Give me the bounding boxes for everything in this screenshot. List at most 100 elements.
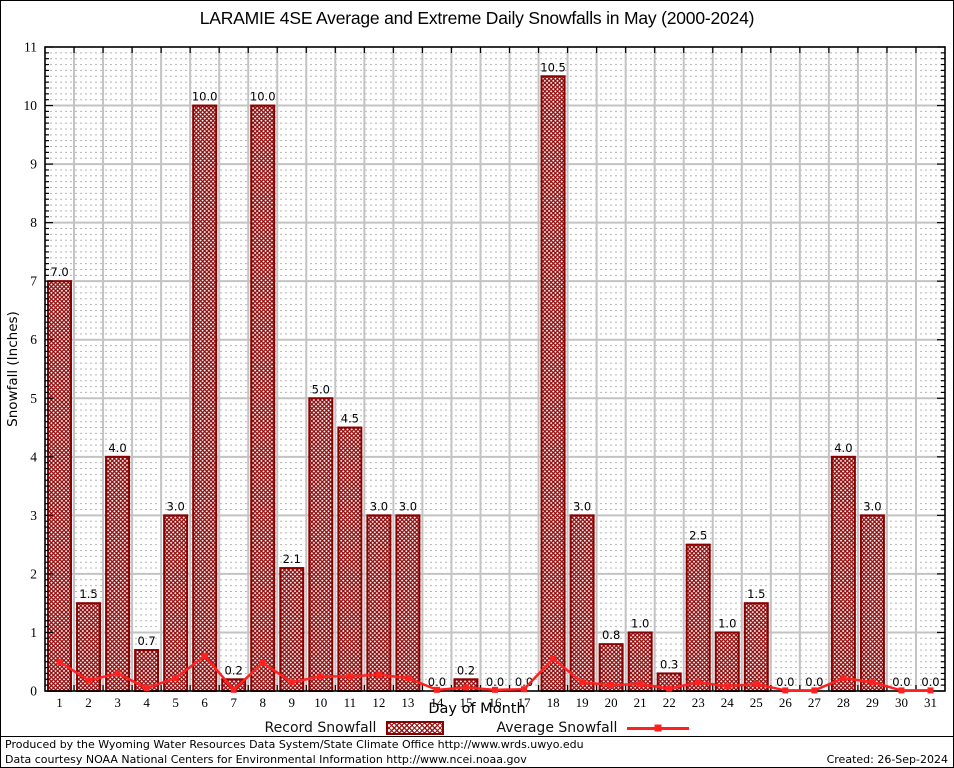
record-bar: [714, 631, 740, 692]
average-marker: [404, 675, 411, 682]
average-marker: [492, 686, 498, 693]
x-tick-label: 31: [924, 695, 937, 710]
x-tick-label: 17: [518, 695, 532, 710]
average-marker: [927, 687, 934, 694]
x-tick-label: 11: [344, 695, 357, 710]
x-tick-label: 1: [56, 695, 63, 710]
average-marker: [56, 658, 63, 665]
bar-value-label: 4.0: [108, 441, 126, 455]
y-tick-label: 10: [24, 98, 38, 113]
x-tick-label: 3: [114, 695, 121, 710]
x-tick-label: 18: [547, 695, 560, 710]
x-tick-label: 25: [750, 695, 763, 710]
y-tick-label: 3: [30, 508, 37, 523]
average-marker: [346, 673, 353, 680]
average-marker: [695, 679, 702, 686]
average-marker: [782, 687, 789, 694]
average-marker: [114, 670, 121, 677]
record-bar: [859, 514, 885, 693]
average-marker: [172, 675, 179, 682]
x-tick-label: 10: [314, 695, 327, 710]
footer-data-courtesy: Data courtesy NOAA National Centers for …: [5, 752, 527, 766]
y-tick-label: 9: [30, 157, 37, 172]
average-marker: [143, 685, 150, 692]
average-marker: [869, 679, 876, 686]
average-marker: [550, 655, 557, 662]
record-bar: [685, 543, 711, 692]
x-tick-label: 16: [489, 695, 503, 710]
x-tick-label: 27: [808, 695, 822, 710]
average-marker: [462, 684, 469, 691]
bar-value-label: 0.2: [225, 663, 243, 677]
x-tick-label: 14: [430, 695, 444, 710]
x-tick-label: 12: [372, 695, 385, 710]
bar-value-label: 0.0: [892, 675, 910, 689]
chart-title: LARAMIE 4SE Average and Extreme Daily Sn…: [199, 8, 755, 28]
value-labels: 7.0 1.5 4.0 0.7 3.0 10.0 0.2 10.0 2.1 5.0 4.5 3.0 3.…: [50, 60, 939, 689]
bar-value-label: 0.0: [486, 675, 504, 689]
x-tick-label: 4: [143, 695, 150, 710]
bar-value-label: 0.8: [602, 628, 620, 642]
bar-value-label: 1.0: [631, 616, 649, 630]
bar-value-label: 0.0: [805, 675, 823, 689]
average-marker: [521, 686, 528, 693]
average-marker: [811, 687, 818, 694]
y-tick-label: 0: [30, 684, 37, 699]
record-bars: [47, 75, 885, 693]
bar-value-label: 0.2: [457, 663, 475, 677]
x-tick-label: 8: [259, 695, 266, 710]
record-bar: [308, 397, 334, 692]
bar-value-label: 10.5: [540, 60, 566, 74]
legend-item-record: Record Snowfall: [265, 720, 445, 736]
average-marker: [753, 680, 760, 687]
bar-value-label: 5.0: [312, 382, 330, 396]
record-bar: [47, 280, 73, 692]
average-marker: [637, 680, 644, 687]
average-marker: [230, 686, 237, 693]
x-tick-label: 24: [721, 695, 735, 710]
y-axis-title: Snowfall (Inches): [5, 311, 21, 427]
bar-value-label: 2.5: [689, 529, 707, 543]
bar-value-label: 0.0: [776, 675, 794, 689]
footer-created-date: Created: 26-Sep-2024: [826, 752, 948, 766]
average-marker: [608, 682, 615, 689]
bar-value-label: 3.0: [399, 499, 417, 513]
x-tick-label: 5: [172, 695, 179, 710]
bar-value-label: 1.0: [718, 616, 736, 630]
record-bar: [395, 514, 421, 693]
average-marker: [259, 659, 266, 666]
x-tick-label: 15: [459, 695, 472, 710]
x-axis-title: Day of Month: [428, 701, 526, 717]
average-line-icon: [627, 724, 690, 732]
bar-value-label: 1.5: [747, 587, 765, 601]
bar-value-label: 3.0: [863, 499, 881, 513]
average-marker: [898, 687, 905, 694]
bar-value-label: 0.3: [660, 657, 678, 671]
average-marker: [433, 686, 440, 693]
x-tick-label: 2: [85, 695, 92, 710]
record-bar: [540, 75, 566, 693]
record-bar: [192, 104, 218, 692]
bar-value-label: 3.0: [573, 499, 591, 513]
x-tick-label: 30: [895, 695, 908, 710]
average-marker: [724, 683, 731, 690]
record-bar: [830, 455, 856, 692]
record-bar: [743, 602, 769, 693]
record-bar: [250, 104, 276, 692]
y-tick-label: 1: [30, 625, 37, 640]
y-tick-label: 2: [30, 566, 37, 581]
average-marker: [666, 685, 673, 692]
x-tick-label: 7: [230, 695, 237, 710]
record-swatch-icon: [386, 721, 445, 735]
bar-value-label: 1.5: [79, 587, 97, 601]
footer: Produced by the Wyoming Water Resources …: [1, 736, 953, 767]
average-marker: [317, 673, 324, 680]
x-tick-label: 26: [779, 695, 793, 710]
bar-value-label: 0.7: [137, 634, 155, 648]
x-tick-label: 29: [866, 695, 879, 710]
y-tick-label: 11: [24, 40, 37, 55]
x-tick-label: 21: [634, 695, 647, 710]
